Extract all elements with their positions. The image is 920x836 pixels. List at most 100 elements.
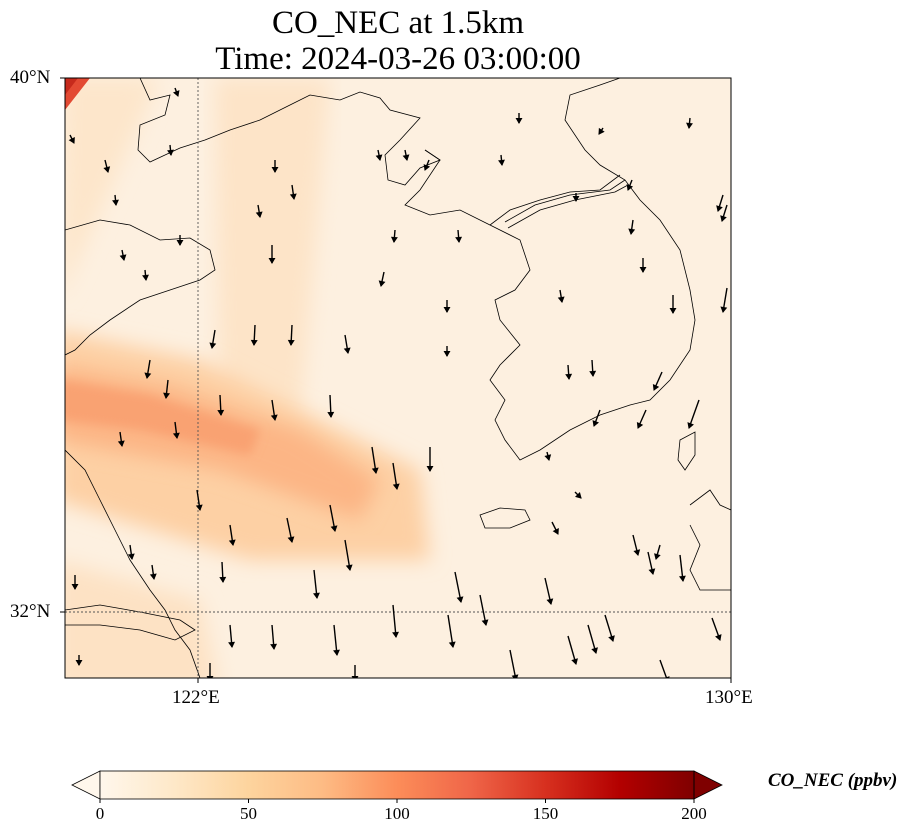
field-sw-band bbox=[65, 562, 218, 678]
wind-vector-head bbox=[402, 154, 410, 161]
wind-vector bbox=[344, 539, 351, 571]
colorbar bbox=[71, 770, 723, 803]
wind-vector-head bbox=[287, 339, 295, 346]
wind-vector-head bbox=[217, 409, 225, 416]
wind-vector-head bbox=[626, 184, 634, 191]
wind-vector-head bbox=[720, 306, 728, 313]
wind-vector-head bbox=[546, 598, 554, 605]
lon-label-122e: 122°E bbox=[172, 687, 220, 708]
colorbar-extend-max bbox=[693, 770, 723, 800]
axis-ticks bbox=[60, 77, 732, 683]
wind-vector-head bbox=[648, 568, 656, 575]
wind-vector-head bbox=[498, 159, 505, 166]
wind-vector-head bbox=[455, 236, 463, 243]
wind-vector-head bbox=[687, 422, 694, 429]
coast-liaodong bbox=[137, 78, 441, 186]
wind-vector-head bbox=[149, 573, 157, 580]
wind-vector-head bbox=[515, 118, 523, 124]
wind-vector-head bbox=[127, 553, 135, 560]
wind-vector-head bbox=[592, 420, 600, 427]
wind-vector-head bbox=[552, 527, 559, 535]
wind-vector-head bbox=[219, 576, 227, 583]
wind-vector bbox=[454, 571, 462, 603]
wind-vector-head bbox=[270, 643, 278, 650]
coast-korea-west bbox=[489, 78, 696, 461]
wind-vector-head bbox=[591, 647, 598, 654]
field-corner-max-core bbox=[65, 78, 78, 95]
wind-vector-head bbox=[390, 236, 398, 243]
wind-vector-head bbox=[678, 575, 686, 582]
field-nw-plume bbox=[65, 78, 160, 289]
wind-vector-head bbox=[195, 504, 203, 511]
wind-vector-head bbox=[172, 432, 180, 439]
wind-vector-head bbox=[456, 596, 464, 603]
gridlines bbox=[65, 78, 731, 678]
wind-vector-head bbox=[255, 211, 263, 218]
wind-vector-head bbox=[715, 634, 722, 641]
lat-label-40n: 40°N bbox=[10, 67, 51, 88]
wind-vector-head bbox=[119, 254, 127, 261]
wind-vector-head bbox=[271, 167, 279, 173]
wind-vector-head bbox=[481, 619, 489, 626]
coast-jiangsu bbox=[65, 449, 201, 678]
wind-vector-head bbox=[176, 240, 184, 246]
wind-vector-head bbox=[351, 676, 359, 678]
field-central-plume-core bbox=[65, 380, 260, 455]
coast-kyushu bbox=[689, 489, 731, 591]
wind-vector-head bbox=[448, 641, 456, 648]
coast-jeju bbox=[479, 507, 531, 529]
wind-vector-head bbox=[544, 454, 552, 461]
wind-vector-head bbox=[636, 422, 644, 429]
coast-korea-west-border bbox=[404, 149, 621, 226]
wind-vector-head bbox=[628, 228, 636, 235]
wind-vector-head bbox=[103, 166, 111, 173]
wind-vector-head bbox=[71, 584, 79, 590]
wind-vector-head bbox=[557, 296, 565, 303]
wind-vector-head bbox=[228, 539, 236, 546]
wind-vector-head bbox=[270, 414, 278, 421]
wind-vector bbox=[447, 614, 454, 648]
wind-vectors bbox=[68, 87, 728, 678]
wind-vector-head bbox=[68, 136, 75, 144]
coast-shandong bbox=[65, 219, 216, 356]
wind-vector-head bbox=[144, 372, 152, 379]
wind-vector-head bbox=[686, 122, 693, 129]
wind-vector-head bbox=[720, 215, 727, 222]
wind-vector-head bbox=[333, 649, 340, 656]
map-frame bbox=[64, 77, 732, 679]
wind-vector-head bbox=[608, 635, 615, 642]
wind-vector-head bbox=[639, 267, 647, 273]
colorbar-gradient bbox=[100, 771, 694, 799]
wind-vector-head bbox=[343, 347, 351, 354]
lon-label-130e: 130°E bbox=[705, 687, 753, 708]
colorbar-ticks bbox=[99, 799, 695, 803]
wind-vector bbox=[392, 604, 397, 638]
wind-vector-head bbox=[378, 280, 386, 287]
wind-vector-head bbox=[652, 384, 660, 391]
wind-vector-head bbox=[330, 525, 338, 532]
map-title-time: Time: 2024-03-26 03:00:00 bbox=[215, 41, 581, 77]
wind-vector-head bbox=[206, 676, 214, 678]
wind-vector-head bbox=[423, 164, 431, 171]
wind-vector-head bbox=[289, 193, 297, 200]
wind-vector bbox=[659, 659, 668, 678]
wind-vector-head bbox=[268, 258, 276, 264]
wind-vector-head bbox=[392, 483, 400, 490]
coast-korea-west-border-2 bbox=[504, 179, 626, 223]
wind-vector-head bbox=[313, 592, 320, 599]
wind-vector-head bbox=[163, 392, 170, 399]
wind-vector-head bbox=[443, 351, 451, 357]
wind-vector bbox=[509, 649, 517, 678]
colorbar-tick-label-150: 150 bbox=[532, 804, 559, 823]
colorbar-tick-label-200: 200 bbox=[681, 804, 707, 823]
wind-vector-head bbox=[572, 196, 580, 202]
wind-vector bbox=[333, 624, 338, 656]
wind-vector-head bbox=[571, 658, 578, 665]
wind-vector-head bbox=[371, 467, 379, 474]
colorbar-tick-label-0: 0 bbox=[95, 804, 105, 823]
colorbar-title: CO_NEC (ppbv) bbox=[768, 770, 898, 791]
wind-vector-head bbox=[117, 440, 125, 447]
colorbar-extend-min bbox=[71, 770, 101, 800]
wind-vector-head bbox=[172, 90, 180, 97]
